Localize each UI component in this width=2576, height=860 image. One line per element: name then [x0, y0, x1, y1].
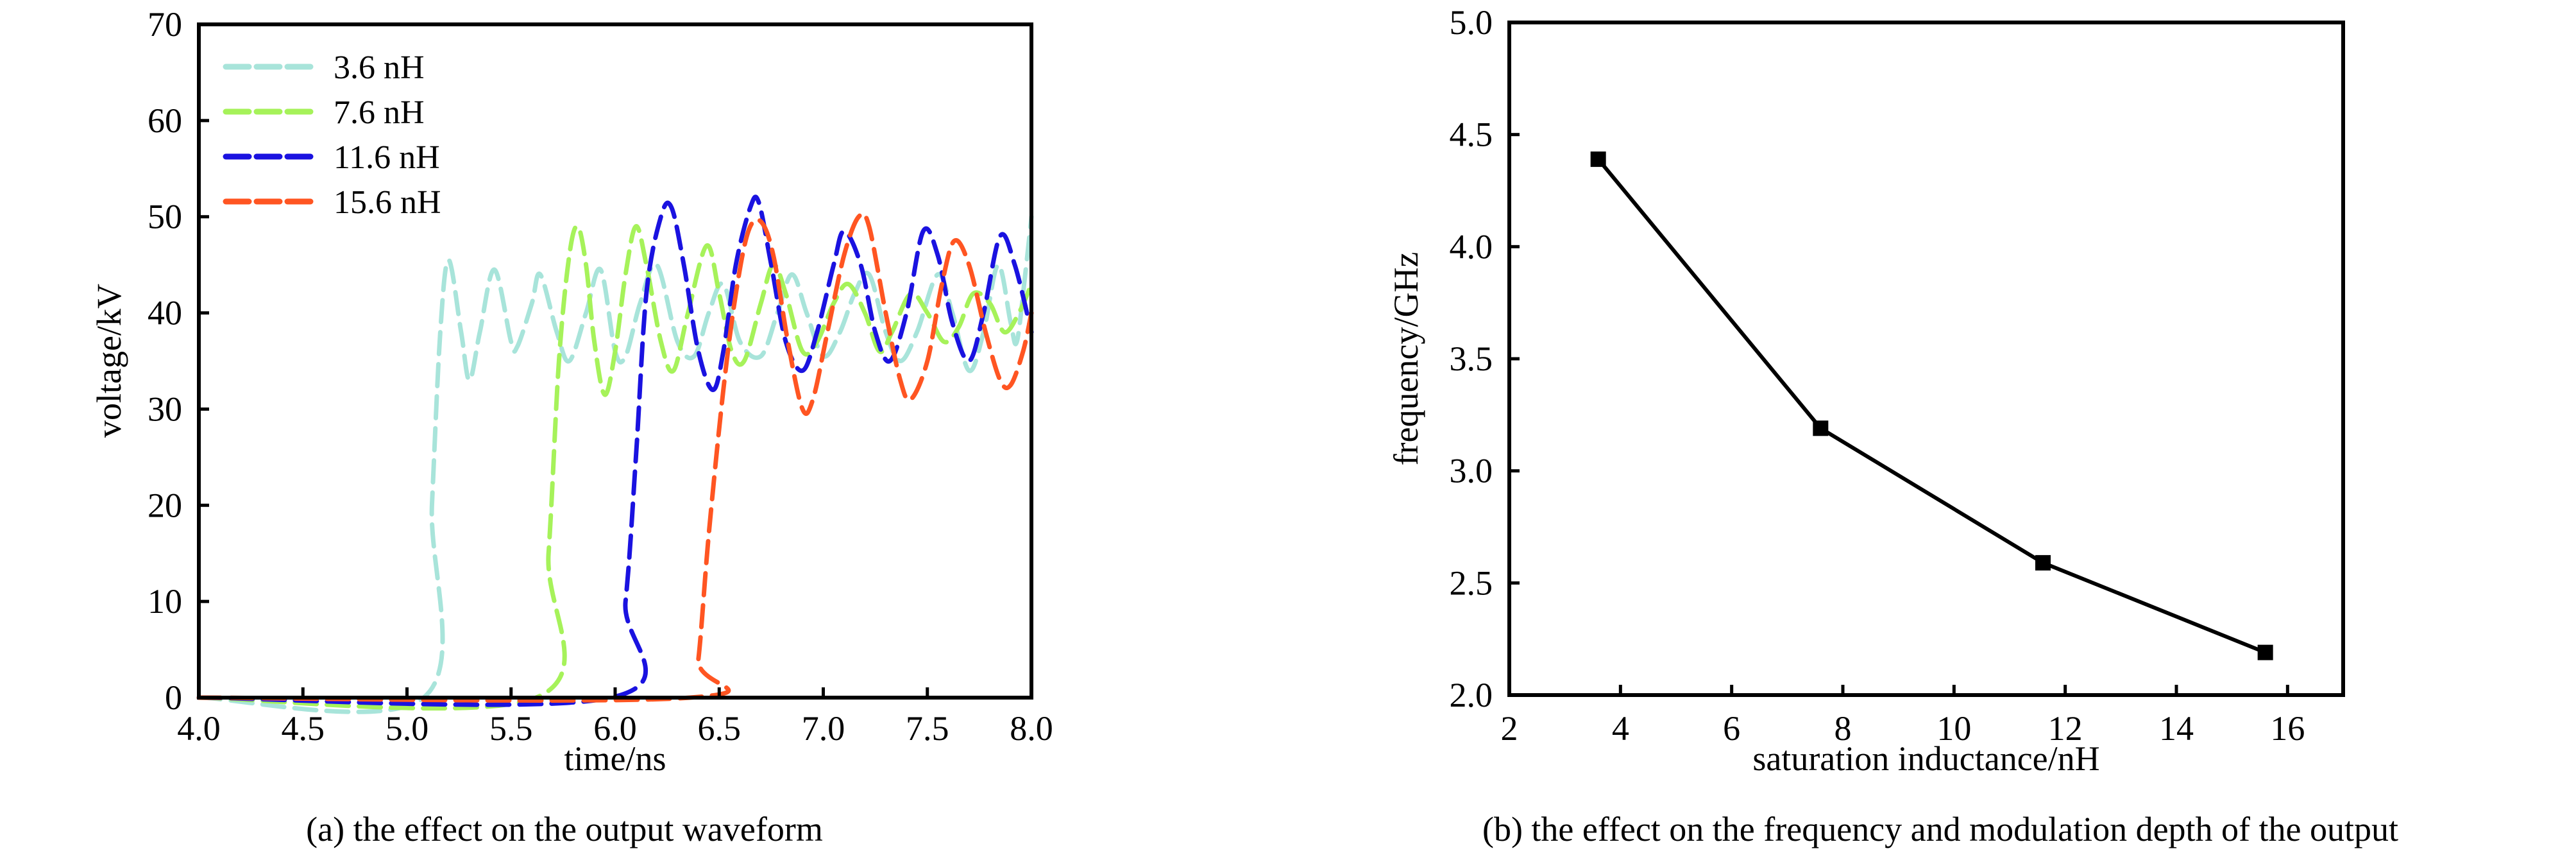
frequency-y-tick-label: 3.5	[1450, 340, 1493, 378]
waveform-y-tick-label: 50	[148, 198, 182, 236]
frequency-data-point	[1813, 420, 1829, 436]
legend-label: 3.6 nH	[334, 49, 425, 86]
waveform-series-group	[196, 194, 1034, 714]
frequency-chart: 2 4 6 8 10 12 14 16 2.0 2.5 3.0 3.5 4.0 4.5 5.0 satura…	[1387, 3, 2398, 848]
waveform-series-3-6-nh	[196, 214, 1034, 714]
legend-label: 7.6 nH	[334, 94, 425, 131]
waveform-x-tick-label: 7.0	[802, 709, 845, 748]
frequency-x-tick-label: 14	[2159, 709, 2194, 748]
frequency-ticks: 2 4 6 8 10 12 14 16 2.0 2.5 3.0 3.5 4.0 4.5 5.0	[1450, 3, 2305, 748]
frequency-x-tick-label: 12	[2048, 709, 2083, 748]
waveform-y-tick-label: 30	[148, 390, 182, 428]
waveform-x-tick-label: 8.0	[1010, 709, 1053, 748]
frequency-y-tick-label: 4.5	[1450, 116, 1493, 154]
frequency-caption: (b) the effect on the frequency and modu…	[1482, 810, 2398, 848]
frequency-x-tick-label: 10	[1936, 709, 1971, 748]
waveform-y-tick-label: 10	[148, 582, 182, 621]
waveform-y-axis-label: voltage/kV	[90, 284, 128, 438]
frequency-x-tick-label: 6	[1723, 709, 1740, 748]
waveform-x-tick-label: 6.5	[698, 709, 741, 748]
frequency-data-point	[2035, 555, 2051, 571]
frequency-y-tick-label: 5.0	[1450, 3, 1493, 42]
waveform-caption: (a) the effect on the output waveform	[306, 810, 823, 848]
legend-label: 11.6 nH	[334, 139, 440, 176]
waveform-x-tick-label: 4.0	[177, 709, 221, 748]
waveform-y-tick-label: 0	[165, 678, 182, 717]
frequency-y-tick-label: 2.5	[1450, 563, 1493, 602]
waveform-series-11-6-nh	[196, 194, 1034, 707]
frequency-series-group	[1590, 151, 2273, 660]
waveform-chart: 4.0 4.5 5.0 5.5 6.0 6.5 7.0 7.5 8.0 0 10 20 30 40 50 60…	[90, 5, 1053, 848]
waveform-x-axis-label: time/ns	[564, 739, 666, 778]
waveform-y-tick-label: 70	[148, 5, 182, 44]
waveform-x-tick-label: 4.5	[282, 709, 325, 748]
waveform-y-tick-label: 60	[148, 101, 182, 140]
waveform-legend: 3.6 nH 7.6 nH 11.6 nH 15.6 nH	[223, 49, 441, 221]
frequency-plot-frame	[1507, 21, 2345, 697]
waveform-x-tick-label: 5.5	[489, 709, 533, 748]
waveform-y-tick-label: 40	[148, 294, 182, 332]
frequency-x-tick-label: 8	[1835, 709, 1852, 748]
frequency-x-tick-label: 2	[1501, 709, 1518, 748]
legend-label: 15.6 nH	[334, 184, 441, 221]
frequency-y-tick-label: 3.0	[1450, 452, 1493, 490]
waveform-x-tick-label: 5.0	[386, 709, 429, 748]
waveform-series-7-6-nh	[196, 223, 1034, 711]
frequency-y-tick-label: 4.0	[1450, 227, 1493, 266]
frequency-data-point	[1590, 151, 1606, 168]
waveform-ticks: 4.0 4.5 5.0 5.5 6.0 6.5 7.0 7.5 8.0 0 10 20 30 40 50 60…	[148, 5, 1053, 748]
frequency-x-tick-label: 4	[1612, 709, 1629, 748]
frequency-x-axis-label: saturation inductance/nH	[1752, 739, 2099, 778]
waveform-x-tick-label: 6.0	[593, 709, 637, 748]
frequency-data-point	[2257, 644, 2273, 660]
frequency-y-tick-label: 2.0	[1450, 676, 1493, 714]
frequency-x-tick-label: 16	[2270, 709, 2305, 748]
waveform-x-tick-label: 7.5	[906, 709, 949, 748]
frequency-y-axis-label: frequency/GHz	[1387, 252, 1425, 466]
frequency-line	[1597, 158, 2266, 655]
waveform-series-15-6-nh	[196, 211, 1034, 703]
waveform-y-tick-label: 20	[148, 486, 182, 524]
